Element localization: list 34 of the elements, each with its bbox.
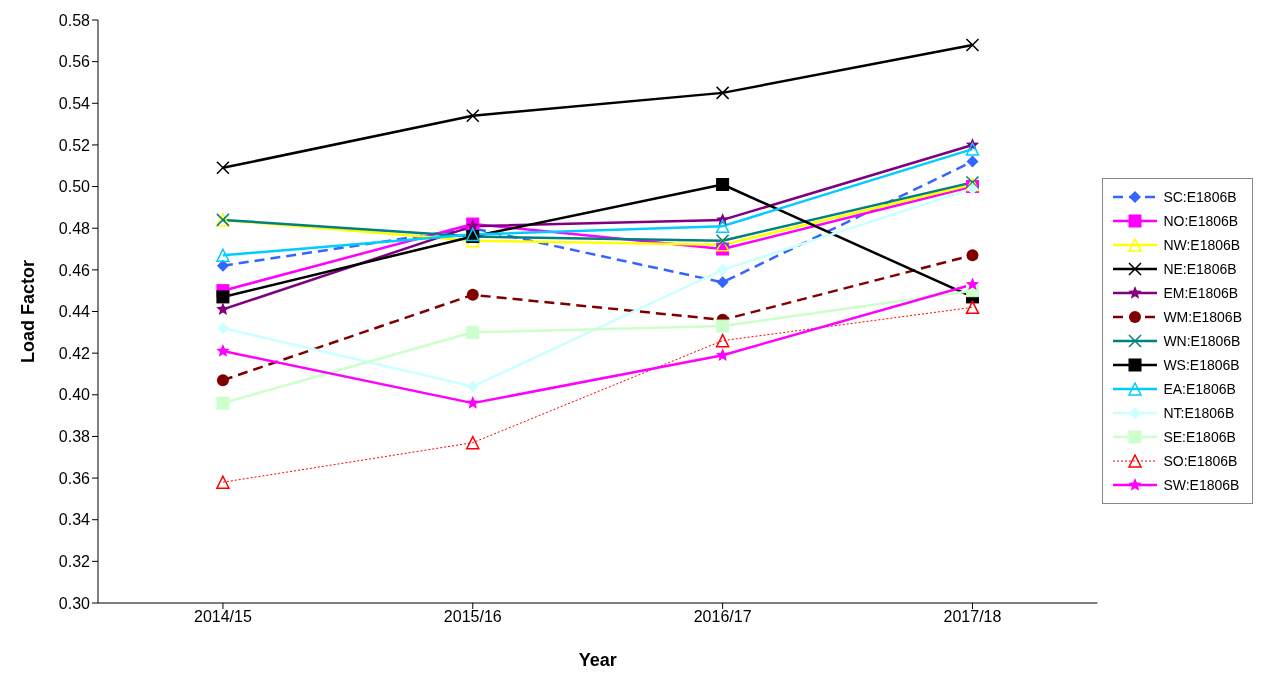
x-tick-label: 2016/17 (693, 608, 752, 626)
y-tick-label: 0.34 (58, 511, 91, 529)
y-tick-label: 0.54 (58, 94, 91, 112)
y-axis-title: Load Factor (18, 259, 39, 364)
legend-label: SW:E1806B (1163, 475, 1240, 495)
y-tick-label: 0.40 (58, 386, 91, 404)
legend-label: NO:E1806B (1163, 211, 1239, 231)
legend-label: SC:E1806B (1163, 187, 1237, 207)
legend-label: WN:E1806B (1163, 331, 1241, 351)
legend-label: SO:E1806B (1163, 451, 1238, 471)
x-axis-title: Year (578, 649, 617, 670)
y-tick-label: 0.44 (58, 303, 91, 321)
x-tick-label: 2017/18 (943, 608, 1002, 626)
y-tick-label: 0.48 (58, 219, 91, 237)
x-tick-label: 2015/16 (443, 608, 502, 626)
legend-label: WM:E1806B (1163, 307, 1242, 327)
y-tick-label: 0.46 (58, 261, 91, 279)
legend-label: NW:E1806B (1163, 235, 1241, 255)
y-tick-label: 0.58 (58, 11, 91, 29)
y-tick-label: 0.38 (58, 428, 91, 446)
legend-label: NE:E1806B (1163, 259, 1237, 279)
legend-label: WS:E1806B (1163, 355, 1240, 375)
y-tick-label: 0.42 (58, 344, 91, 362)
legend-label: SE:E1806B (1163, 427, 1236, 447)
x-tick-label: 2014/15 (194, 608, 252, 626)
y-tick-label: 0.30 (58, 594, 91, 612)
y-tick-label: 0.36 (58, 469, 91, 487)
y-tick-label: 0.50 (58, 178, 91, 196)
legend-label: EA:E1806B (1163, 379, 1236, 399)
y-tick-label: 0.32 (58, 553, 91, 571)
y-tick-label: 0.56 (58, 53, 91, 71)
y-tick-label: 0.52 (58, 136, 91, 154)
legend-label: NT:E1806B (1163, 403, 1235, 423)
legend-label: EM:E1806B (1163, 283, 1239, 303)
